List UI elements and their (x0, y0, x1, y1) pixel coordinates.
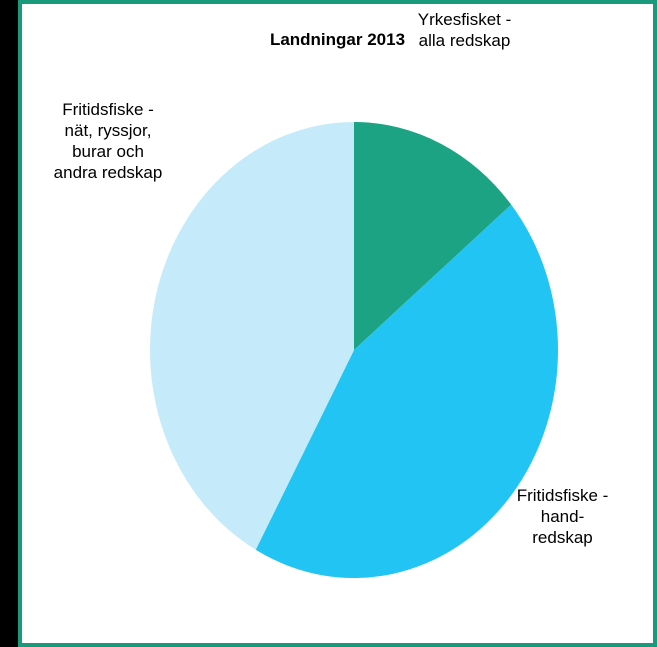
slice-label: Fritidsfiske - nät, ryssjor, burar och a… (53, 100, 163, 182)
chart-frame: Landningar 2013 Yrkesfisket - alla redsk… (18, 0, 657, 647)
slice-label: Yrkesfisket - alla redskap (417, 10, 512, 50)
slice-label: Fritidsfiske - hand-redskap (516, 486, 609, 547)
pie-slice (149, 122, 354, 550)
pie-slice (354, 122, 512, 350)
chart (149, 122, 559, 578)
chart-title: Landningar 2013 (269, 30, 406, 49)
pie-slice (255, 204, 559, 578)
